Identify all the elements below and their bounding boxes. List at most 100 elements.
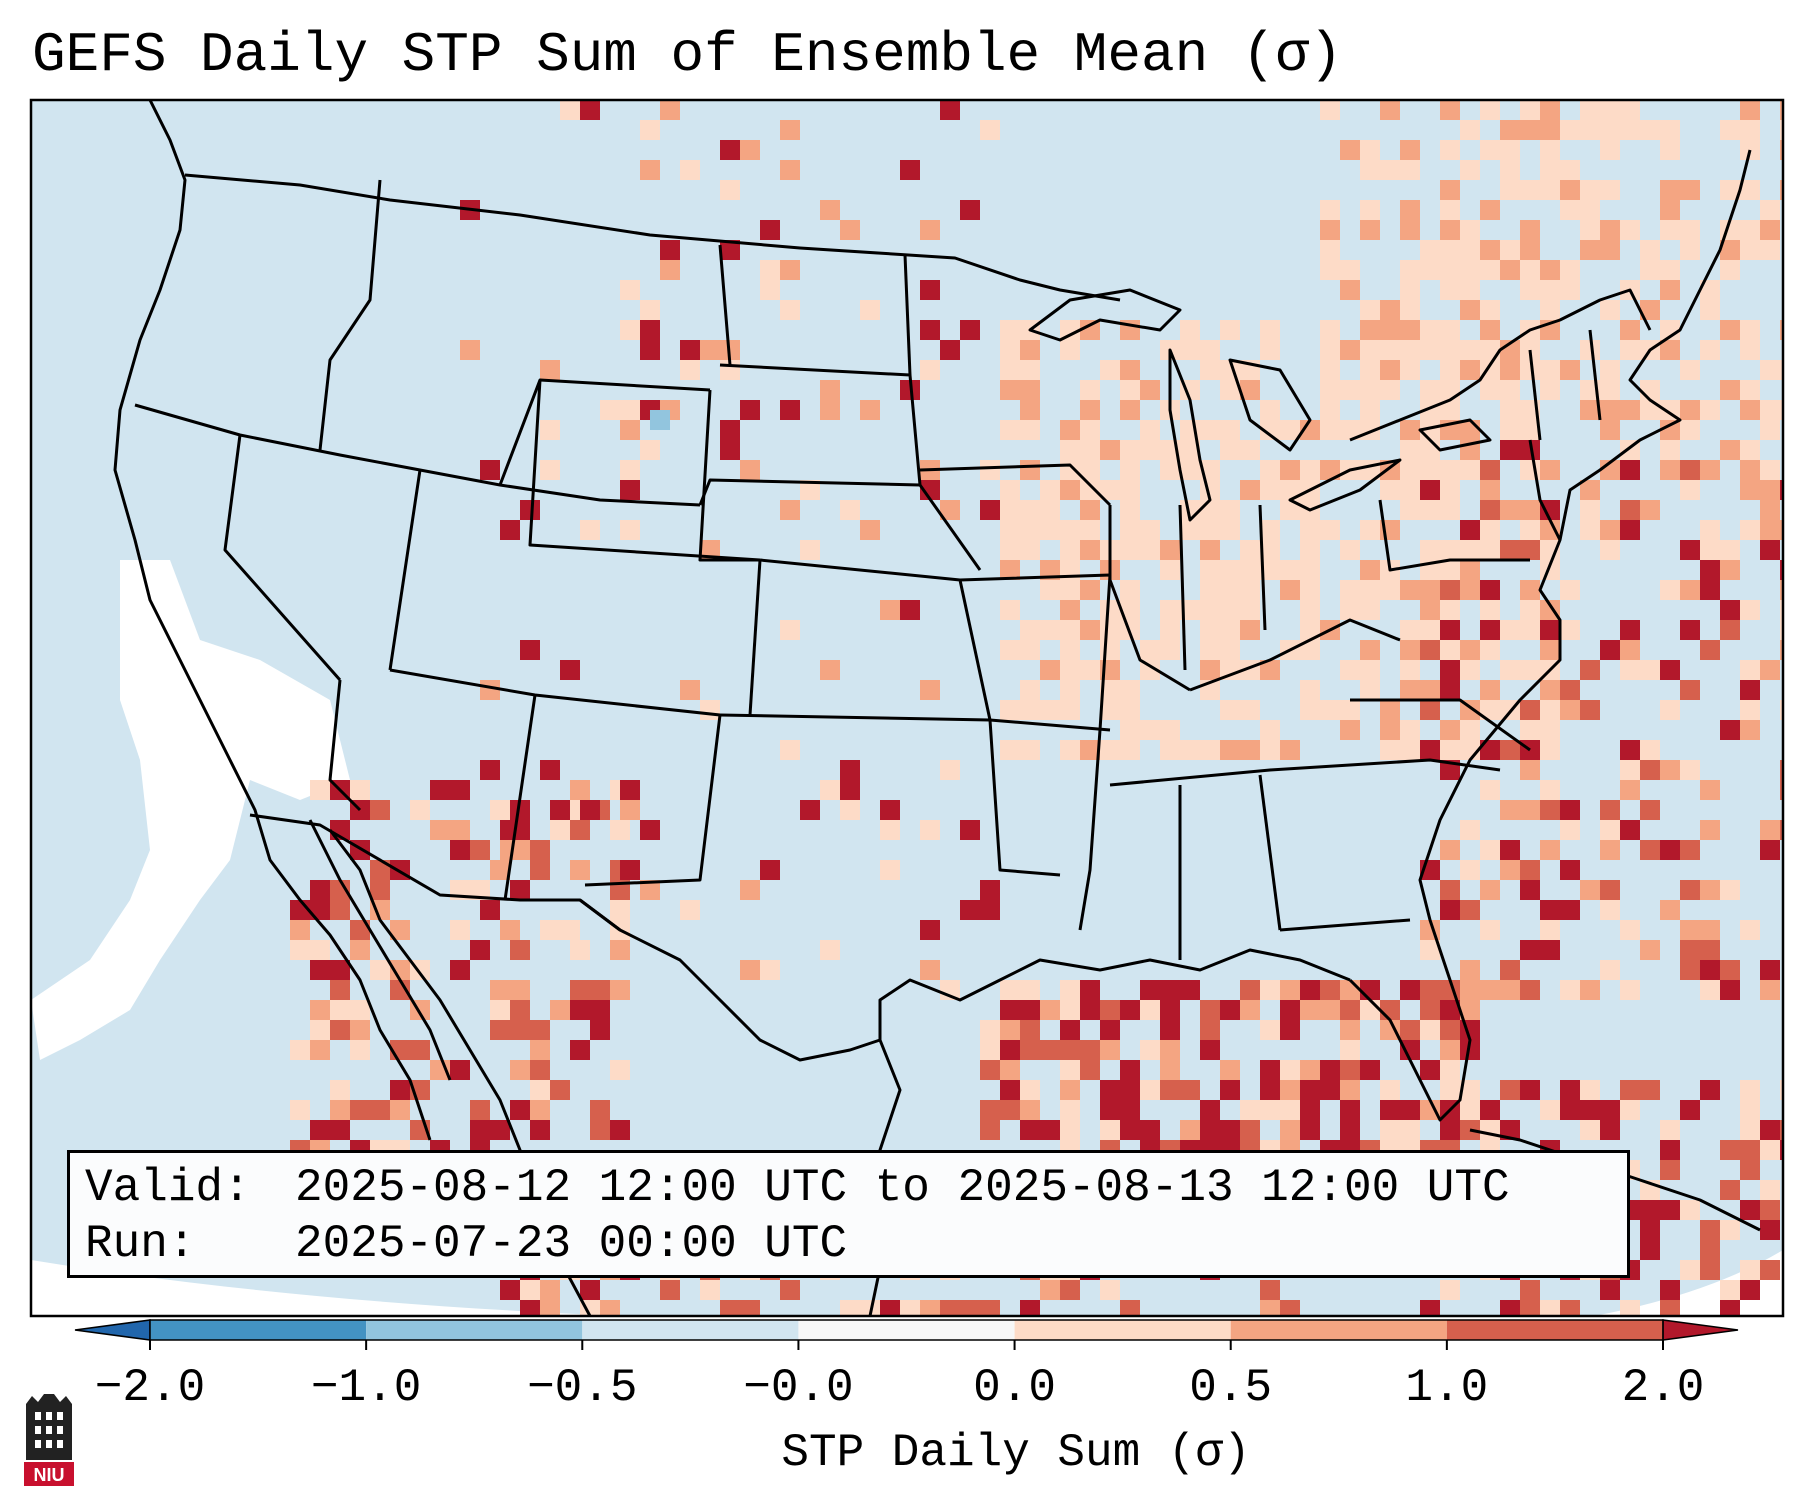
- anomaly-cell: [1680, 1100, 1700, 1120]
- anomaly-cell: [1700, 780, 1720, 800]
- anomaly-cell: [1760, 480, 1780, 500]
- anomaly-cell: [1080, 540, 1100, 560]
- anomaly-cell: [1660, 1160, 1680, 1180]
- anomaly-cell: [1580, 180, 1600, 200]
- anomaly-cell: [1220, 560, 1240, 580]
- anomaly-cell: [1260, 660, 1280, 680]
- anomaly-cell: [1580, 200, 1600, 220]
- anomaly-cell: [1080, 580, 1100, 600]
- anomaly-cell: [1000, 520, 1020, 540]
- anomaly-cell: [1580, 1120, 1600, 1140]
- anomaly-cell: [450, 820, 470, 840]
- anomaly-cell: [1060, 480, 1080, 500]
- lake-ontario: [1418, 418, 1492, 452]
- anomaly-cell: [840, 760, 860, 780]
- anomaly-cell: [1380, 160, 1400, 180]
- anomaly-cell: [1660, 180, 1680, 200]
- anomaly-cell: [1680, 220, 1700, 240]
- anomaly-cell: [860, 300, 880, 320]
- anomaly-cell: [1600, 1120, 1620, 1140]
- anomaly-cell: [1380, 580, 1400, 600]
- lake-michigan: [1168, 348, 1212, 522]
- anomaly-cell: [1760, 1140, 1780, 1160]
- anomaly-cell: [1760, 1220, 1780, 1240]
- neutral-area-pacific: [31, 560, 350, 1060]
- anomaly-cell: [1000, 540, 1020, 560]
- anomaly-cell: [640, 340, 660, 360]
- anomaly-cell: [570, 820, 590, 840]
- anomaly-cell: [1780, 520, 1783, 540]
- anomaly-cell: [1100, 440, 1120, 460]
- anomaly-cell: [1760, 360, 1780, 380]
- anomaly-cell: [1660, 140, 1680, 160]
- anomaly-cell: [1660, 280, 1680, 300]
- anomaly-cell: [1460, 460, 1480, 480]
- anomaly-cell: [1260, 480, 1280, 500]
- maine-nh: [1588, 329, 1602, 421]
- anomaly-cell: [1780, 820, 1783, 840]
- anomaly-cell: [1300, 580, 1320, 600]
- anomaly-cell: [1560, 980, 1580, 1000]
- anomaly-cell: [350, 940, 370, 960]
- anomaly-cell: [1400, 140, 1420, 160]
- anomaly-cell: [1240, 620, 1260, 640]
- anomaly-cell: [1720, 320, 1740, 340]
- anomaly-cell: [1480, 500, 1500, 520]
- anomaly-cell: [1580, 980, 1600, 1000]
- anomaly-cell: [1600, 240, 1620, 260]
- anomaly-cell: [800, 540, 820, 560]
- anomaly-cell: [880, 860, 900, 880]
- anomaly-cell: [640, 440, 660, 460]
- anomaly-cell: [1520, 120, 1540, 140]
- anomaly-cell: [1700, 300, 1720, 320]
- anomaly-cell: [1300, 700, 1320, 720]
- anomaly-cell: [1500, 740, 1520, 760]
- anomaly-cell: [1460, 820, 1480, 840]
- anomaly-cell: [1540, 520, 1560, 540]
- anomaly-cell: [940, 500, 960, 520]
- anomaly-cell: [1320, 200, 1340, 220]
- anomaly-cell: [1080, 500, 1100, 520]
- anomaly-cell: [1340, 700, 1360, 720]
- anomaly-cell: [1520, 980, 1540, 1000]
- anomaly-cell: [1640, 240, 1660, 260]
- anomaly-cell: [1540, 740, 1560, 760]
- anomaly-cell: [590, 1100, 610, 1120]
- utah-west: [388, 469, 422, 671]
- anomaly-cell: [1680, 1200, 1700, 1220]
- anomaly-cell: [1220, 1060, 1240, 1080]
- anomaly-cell: [1740, 1080, 1760, 1100]
- anomaly-cell: [740, 400, 760, 420]
- anomaly-cell: [1620, 400, 1640, 420]
- anomaly-cell: [1380, 1000, 1400, 1020]
- anomaly-cell: [1640, 1220, 1660, 1240]
- anomaly-cell: [1620, 920, 1640, 940]
- anomaly-cell: [1160, 1000, 1180, 1020]
- anomaly-cell: [590, 1120, 610, 1140]
- anomaly-cell: [1720, 440, 1740, 460]
- arizona-west: [328, 679, 362, 812]
- anomaly-cell: [1640, 740, 1660, 760]
- anomaly-cell: [1480, 680, 1500, 700]
- anomaly-cell: [1500, 620, 1520, 640]
- anomaly-cell: [700, 700, 720, 720]
- anomaly-cell: [1740, 380, 1760, 400]
- anomaly-cell: [1260, 1100, 1280, 1120]
- anomaly-cell: [1200, 360, 1220, 380]
- anomaly-cell: [1480, 620, 1500, 640]
- anomaly-cell: [1720, 600, 1740, 620]
- anomaly-cell: [1280, 500, 1300, 520]
- anomaly-cell: [680, 160, 700, 180]
- anomaly-cell: [980, 500, 1000, 520]
- anomaly-cell: [1160, 600, 1180, 620]
- anomaly-cell: [1180, 320, 1200, 340]
- anomaly-cell: [1140, 1000, 1160, 1020]
- anomaly-cell: [740, 960, 760, 980]
- anomaly-cell: [390, 1100, 410, 1120]
- anomaly-cell: [780, 260, 800, 280]
- anomaly-cell: [1700, 560, 1720, 580]
- anomaly-cell: [510, 1000, 530, 1020]
- anomaly-cell: [1340, 1120, 1360, 1140]
- arkansas-louisiana: [1078, 729, 1102, 931]
- anomaly-cell: [1740, 400, 1760, 420]
